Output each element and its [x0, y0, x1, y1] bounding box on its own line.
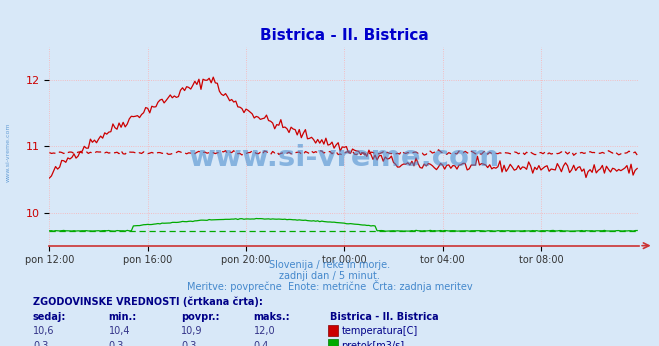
- Text: 12,0: 12,0: [254, 326, 275, 336]
- Text: 0,3: 0,3: [109, 341, 124, 346]
- Text: sedaj:: sedaj:: [33, 312, 67, 322]
- Text: www.si-vreme.com: www.si-vreme.com: [188, 144, 500, 172]
- Text: min.:: min.:: [109, 312, 137, 322]
- Text: www.si-vreme.com: www.si-vreme.com: [5, 122, 11, 182]
- Text: 0,3: 0,3: [181, 341, 196, 346]
- Text: temperatura[C]: temperatura[C]: [341, 326, 418, 336]
- Text: Meritve: povprečne  Enote: metrične  Črta: zadnja meritev: Meritve: povprečne Enote: metrične Črta:…: [186, 280, 473, 292]
- Text: ZGODOVINSKE VREDNOSTI (črtkana črta):: ZGODOVINSKE VREDNOSTI (črtkana črta):: [33, 297, 263, 307]
- Text: maks.:: maks.:: [254, 312, 291, 322]
- Text: Slovenija / reke in morje.: Slovenija / reke in morje.: [269, 260, 390, 270]
- Text: 0,4: 0,4: [254, 341, 269, 346]
- Text: Bistrica - Il. Bistrica: Bistrica - Il. Bistrica: [330, 312, 438, 322]
- Text: zadnji dan / 5 minut.: zadnji dan / 5 minut.: [279, 271, 380, 281]
- Title: Bistrica - Il. Bistrica: Bistrica - Il. Bistrica: [260, 28, 429, 43]
- Text: 0,3: 0,3: [33, 341, 48, 346]
- Text: pretok[m3/s]: pretok[m3/s]: [341, 341, 405, 346]
- Text: 10,6: 10,6: [33, 326, 55, 336]
- Text: povpr.:: povpr.:: [181, 312, 219, 322]
- Text: 10,9: 10,9: [181, 326, 203, 336]
- Text: 10,4: 10,4: [109, 326, 130, 336]
